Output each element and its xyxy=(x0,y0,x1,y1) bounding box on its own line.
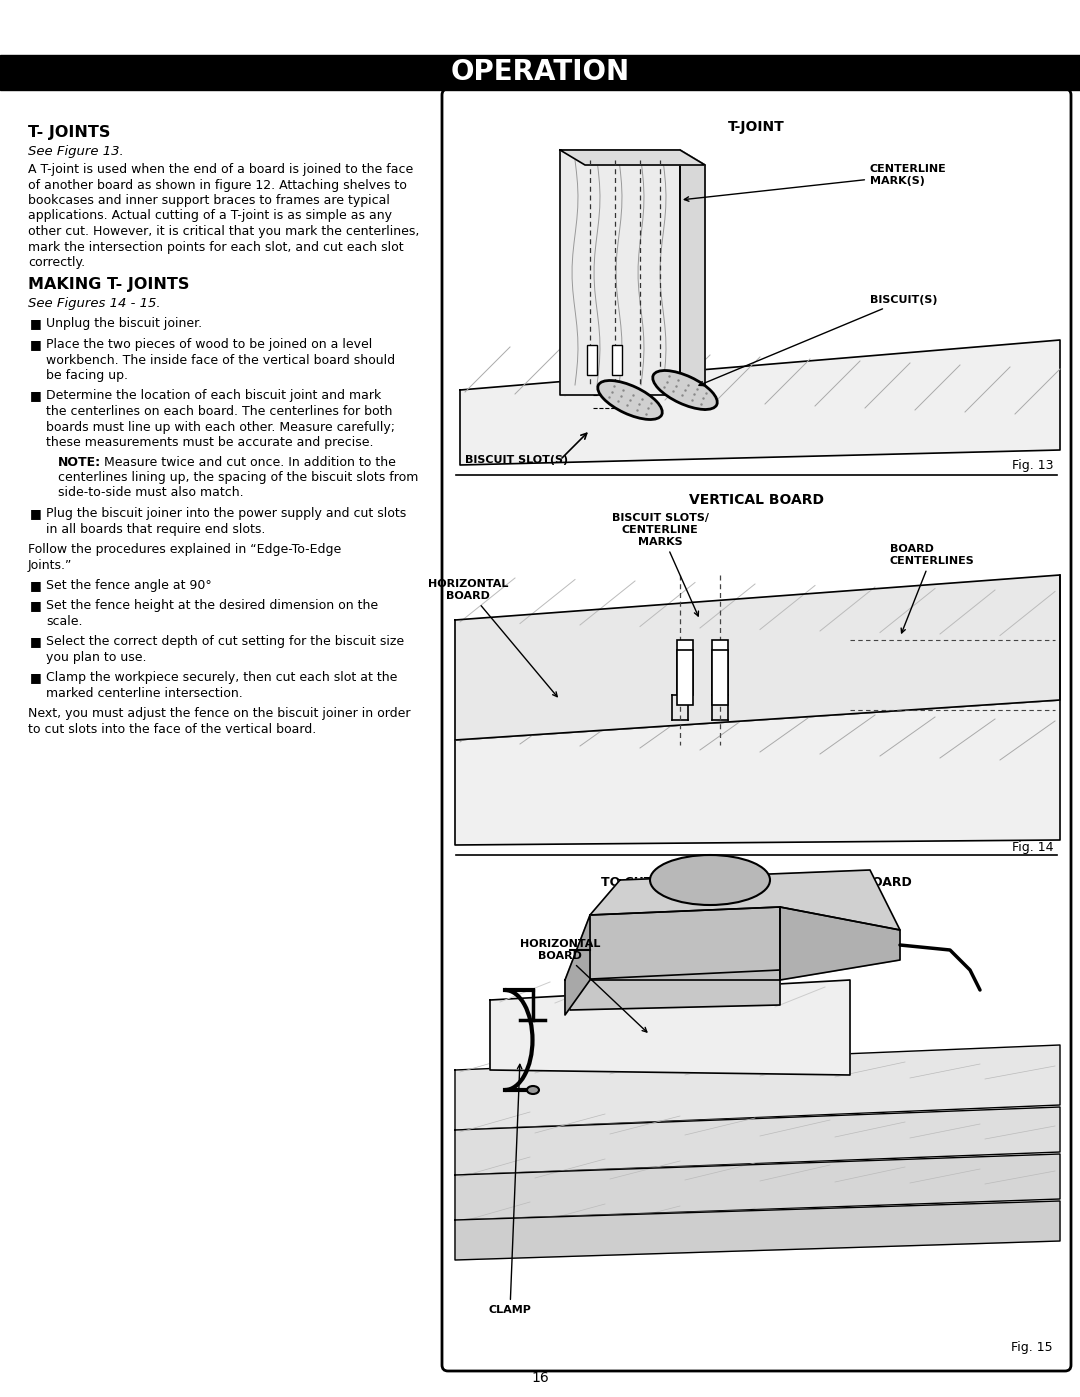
Text: CENTERLINE
MARK(S): CENTERLINE MARK(S) xyxy=(685,165,947,201)
Text: Fig. 15: Fig. 15 xyxy=(1011,1341,1053,1355)
Text: HORIZONTAL
BOARD: HORIZONTAL BOARD xyxy=(519,939,647,1032)
Text: Joints.”: Joints.” xyxy=(28,559,72,571)
Text: Fig. 14: Fig. 14 xyxy=(1012,841,1053,855)
Text: CLAMP: CLAMP xyxy=(488,1065,531,1315)
FancyBboxPatch shape xyxy=(442,89,1071,1370)
Text: ■: ■ xyxy=(30,599,42,612)
Polygon shape xyxy=(590,907,780,981)
Ellipse shape xyxy=(597,380,662,419)
Text: Clamp the workpiece securely, then cut each slot at the: Clamp the workpiece securely, then cut e… xyxy=(46,672,397,685)
Polygon shape xyxy=(455,576,1059,740)
Polygon shape xyxy=(561,149,705,165)
Text: Measure twice and cut once. In addition to the: Measure twice and cut once. In addition … xyxy=(100,455,396,468)
Polygon shape xyxy=(460,339,1059,465)
Text: See Figure 13.: See Figure 13. xyxy=(28,144,124,158)
Polygon shape xyxy=(565,915,590,1016)
Bar xyxy=(612,345,622,374)
Text: of another board as shown in figure 12. Attaching shelves to: of another board as shown in figure 12. … xyxy=(28,179,407,191)
Text: ■: ■ xyxy=(30,317,42,331)
Text: T- JOINTS: T- JOINTS xyxy=(28,124,110,140)
Polygon shape xyxy=(570,970,780,1010)
Polygon shape xyxy=(455,1154,1059,1220)
Text: Fig. 13: Fig. 13 xyxy=(1012,458,1053,472)
Ellipse shape xyxy=(652,370,717,409)
Ellipse shape xyxy=(527,1085,539,1094)
Text: Place the two pieces of wood to be joined on a level: Place the two pieces of wood to be joine… xyxy=(46,338,373,351)
Text: Determine the location of each biscuit joint and mark: Determine the location of each biscuit j… xyxy=(46,390,381,402)
Polygon shape xyxy=(780,907,900,981)
Text: mark the intersection points for each slot, and cut each slot: mark the intersection points for each sl… xyxy=(28,240,404,253)
Text: OPERATION: OPERATION xyxy=(450,59,630,87)
Text: in all boards that require end slots.: in all boards that require end slots. xyxy=(46,522,266,535)
Text: VERTICAL BOARD: VERTICAL BOARD xyxy=(689,493,824,507)
Text: workbench. The inside face of the vertical board should: workbench. The inside face of the vertic… xyxy=(46,353,395,366)
Polygon shape xyxy=(455,1201,1059,1260)
Text: HORIZONTAL
BOARD: HORIZONTAL BOARD xyxy=(428,580,557,697)
Text: you plan to use.: you plan to use. xyxy=(46,651,147,664)
Text: ■: ■ xyxy=(30,390,42,402)
Polygon shape xyxy=(561,149,680,395)
Polygon shape xyxy=(455,1106,1059,1175)
Polygon shape xyxy=(680,149,705,409)
Text: Select the correct depth of cut setting for the biscuit size: Select the correct depth of cut setting … xyxy=(46,636,404,648)
Text: applications. Actual cutting of a T-joint is as simple as any: applications. Actual cutting of a T-join… xyxy=(28,210,392,222)
Text: the centerlines on each board. The centerlines for both: the centerlines on each board. The cente… xyxy=(46,405,392,418)
Polygon shape xyxy=(590,870,900,930)
Text: centerlines lining up, the spacing of the biscuit slots from: centerlines lining up, the spacing of th… xyxy=(58,471,418,483)
Text: ■: ■ xyxy=(30,672,42,685)
Bar xyxy=(677,640,693,694)
Text: TO CUT ENDS SLOTS IN HORIZONTAL BOARD: TO CUT ENDS SLOTS IN HORIZONTAL BOARD xyxy=(602,876,912,888)
Text: bookcases and inner support braces to frames are typical: bookcases and inner support braces to fr… xyxy=(28,194,390,207)
Text: side-to-side must also match.: side-to-side must also match. xyxy=(58,486,244,500)
Text: BISCUIT SLOTS/
CENTERLINE
MARKS: BISCUIT SLOTS/ CENTERLINE MARKS xyxy=(611,514,708,616)
Text: ■: ■ xyxy=(30,578,42,592)
Text: boards must line up with each other. Measure carefully;: boards must line up with each other. Mea… xyxy=(46,420,395,433)
Text: Unplug the biscuit joiner.: Unplug the biscuit joiner. xyxy=(46,317,202,331)
Text: ■: ■ xyxy=(30,636,42,648)
Text: BOARD
CENTERLINES: BOARD CENTERLINES xyxy=(890,545,975,633)
Text: A T-joint is used when the end of a board is joined to the face: A T-joint is used when the end of a boar… xyxy=(28,163,414,176)
Text: BISCUIT(S): BISCUIT(S) xyxy=(699,295,937,386)
Text: ■: ■ xyxy=(30,338,42,351)
Text: Set the fence height at the desired dimension on the: Set the fence height at the desired dime… xyxy=(46,599,378,612)
Text: T-JOINT: T-JOINT xyxy=(728,120,785,134)
Polygon shape xyxy=(455,1045,1059,1130)
Bar xyxy=(677,650,693,705)
Text: scale.: scale. xyxy=(46,615,82,629)
Text: other cut. However, it is critical that you mark the centerlines,: other cut. However, it is critical that … xyxy=(28,225,419,237)
Text: Plug the biscuit joiner into the power supply and cut slots: Plug the biscuit joiner into the power s… xyxy=(46,507,406,520)
Text: marked centerline intersection.: marked centerline intersection. xyxy=(46,687,243,700)
Text: See Figures 14 - 15.: See Figures 14 - 15. xyxy=(28,298,161,310)
Polygon shape xyxy=(455,700,1059,845)
Text: correctly.: correctly. xyxy=(28,256,85,270)
Text: Follow the procedures explained in “Edge-To-Edge: Follow the procedures explained in “Edge… xyxy=(28,543,341,556)
Polygon shape xyxy=(490,981,850,1076)
Text: be facing up.: be facing up. xyxy=(46,369,129,381)
Bar xyxy=(712,640,728,694)
Text: 16: 16 xyxy=(531,1370,549,1384)
Text: Set the fence angle at 90°: Set the fence angle at 90° xyxy=(46,578,212,592)
Text: ■: ■ xyxy=(30,507,42,520)
Text: these measurements must be accurate and precise.: these measurements must be accurate and … xyxy=(46,436,374,448)
Bar xyxy=(0,54,1080,89)
Text: MAKING T- JOINTS: MAKING T- JOINTS xyxy=(28,278,189,292)
Text: Next, you must adjust the fence on the biscuit joiner in order: Next, you must adjust the fence on the b… xyxy=(28,707,410,721)
Bar xyxy=(712,650,728,705)
Bar xyxy=(588,345,597,374)
Text: to cut slots into the face of the vertical board.: to cut slots into the face of the vertic… xyxy=(28,724,316,736)
Ellipse shape xyxy=(650,855,770,905)
Text: BISCUIT SLOT(S): BISCUIT SLOT(S) xyxy=(465,455,568,465)
Text: NOTE:: NOTE: xyxy=(58,455,102,468)
